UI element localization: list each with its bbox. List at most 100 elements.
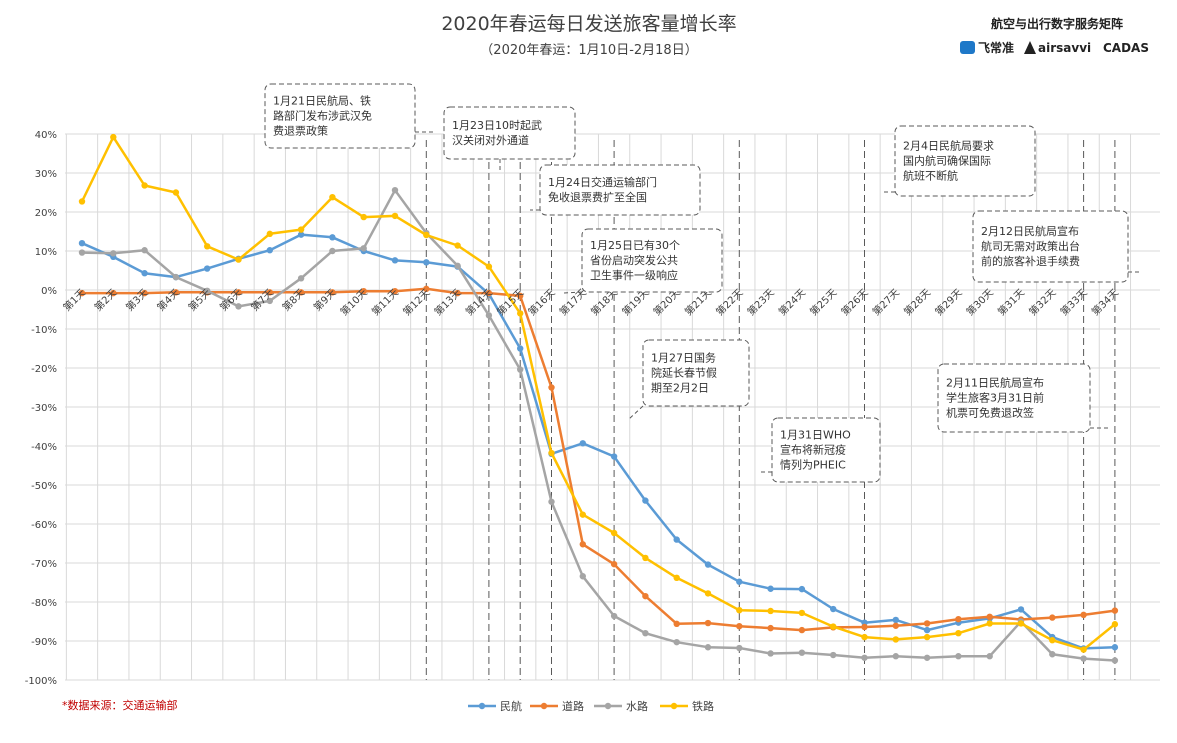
data-point-铁路	[704, 590, 712, 597]
annotation-box	[972, 210, 1129, 283]
data-point-铁路	[485, 263, 493, 270]
data-point-铁路	[360, 213, 367, 221]
x-tick-label: 第23天	[744, 286, 776, 318]
data-point-水路	[579, 573, 586, 580]
annotation-text: 院延长春节假	[651, 366, 717, 380]
x-tick-label: 第29天	[932, 286, 964, 318]
data-point-水路	[861, 654, 868, 661]
series-line-铁路	[80, 135, 1116, 651]
data-point-水路	[892, 653, 899, 660]
annotation-text: 1月21日民航局、铁	[273, 94, 371, 108]
data-point-道路	[892, 622, 899, 629]
x-tick-label: 第25天	[807, 286, 839, 318]
legend-swatch-marker	[604, 702, 612, 710]
data-point-道路	[172, 289, 180, 296]
data-point-民航	[266, 247, 273, 254]
data-point-民航	[517, 345, 524, 352]
data-point-铁路	[1049, 637, 1056, 644]
data-point-道路	[610, 560, 618, 568]
data-point-道路	[517, 292, 524, 300]
annotation-text: 情列为PHEIC	[780, 458, 846, 472]
annotation-text: 省份启动突发公共	[590, 253, 678, 267]
data-point-民航	[579, 440, 586, 447]
data-point-道路	[235, 289, 242, 296]
data-point-铁路	[986, 620, 993, 627]
data-point-水路	[517, 366, 524, 373]
data-point-民航	[423, 259, 430, 266]
data-point-道路	[1080, 611, 1087, 619]
data-point-水路	[986, 653, 993, 660]
data-point-道路	[329, 289, 336, 296]
data-point-民航	[704, 561, 712, 568]
annotation-text: 路部门发布涉武汉免	[273, 109, 372, 123]
data-point-铁路	[141, 182, 148, 189]
data-point-水路	[360, 245, 367, 252]
y-tick-label: -20%	[31, 364, 57, 375]
data-point-道路	[767, 624, 774, 632]
brand-title: 航空与出行数字服务矩阵	[991, 16, 1123, 31]
x-tick-label: 第16天	[525, 286, 557, 318]
legend-swatch-marker	[670, 702, 678, 710]
annotation-box	[264, 83, 416, 149]
data-point-水路	[454, 262, 461, 270]
data-point-铁路	[861, 633, 868, 641]
data-point-水路	[1049, 651, 1056, 658]
annotation-text: 航司无需对政策出台	[981, 239, 1080, 253]
y-tick-label: 20%	[35, 208, 57, 219]
annotation-text: 1月27日国务	[651, 352, 716, 365]
data-point-道路	[955, 615, 962, 623]
x-tick-label: 第30天	[963, 286, 995, 318]
data-point-民航	[204, 265, 211, 272]
annotation-text: 2月4日民航局要求	[903, 139, 994, 153]
data-point-水路	[798, 649, 806, 656]
annotation-text: 费退票政策	[273, 124, 328, 138]
annotation-text: 期至2月2日	[651, 382, 709, 395]
data-point-铁路	[642, 554, 649, 562]
data-point-铁路	[830, 623, 837, 630]
data-point-水路	[266, 297, 273, 305]
data-point-铁路	[110, 133, 117, 141]
data-point-民航	[1111, 644, 1119, 651]
data-point-民航	[78, 240, 86, 247]
branding: 航空与出行数字服务矩阵 飞常准 airsavvi CADAS	[960, 16, 1149, 55]
annotation-box	[539, 164, 701, 216]
x-tick-label: 第24天	[776, 286, 808, 318]
data-point-铁路	[1017, 620, 1025, 627]
annotation-box	[581, 228, 723, 293]
data-point-民航	[391, 257, 399, 264]
data-point-水路	[485, 312, 493, 319]
data-point-铁路	[266, 230, 273, 238]
data-point-铁路	[610, 529, 618, 537]
chart-title: 2020年春运每日发送旅客量增长率	[441, 13, 736, 35]
data-point-水路	[141, 247, 148, 254]
data-point-水路	[391, 186, 399, 194]
annotation-text: 免收退票费扩至全国	[548, 190, 647, 204]
data-point-铁路	[955, 630, 962, 637]
data-point-道路	[548, 384, 555, 391]
data-point-民航	[923, 626, 931, 634]
y-tick-label: -70%	[31, 559, 57, 570]
data-point-民航	[798, 585, 806, 593]
data-point-铁路	[1080, 646, 1087, 653]
data-point-铁路	[767, 607, 774, 615]
data-point-铁路	[892, 636, 899, 643]
y-tick-label: -30%	[31, 403, 57, 414]
y-axis: 40% 30% 20% 10% 0% -10% -20% -30% -40% -50% -60% -7…	[25, 130, 57, 687]
data-point-道路	[110, 289, 117, 297]
annotation-text: 学生旅客3月31日前	[946, 391, 1044, 405]
data-point-铁路	[673, 574, 680, 582]
data-point-道路	[423, 285, 430, 293]
data-point-铁路	[736, 606, 743, 614]
annotation-box	[771, 417, 881, 483]
data-point-水路	[1111, 657, 1119, 664]
annotation-text: 前的旅客补退手续费	[981, 254, 1080, 268]
data-point-水路	[548, 498, 555, 505]
y-tick-label: 30%	[35, 169, 57, 180]
data-point-道路	[673, 620, 680, 628]
data-point-道路	[923, 620, 931, 627]
